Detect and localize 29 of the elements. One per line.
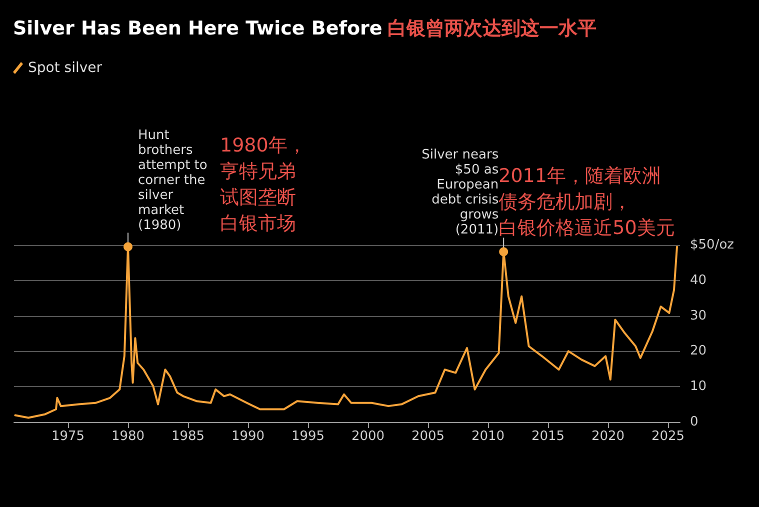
text: 试图垄断 [220,186,296,208]
y-tick-label: 40 [690,272,707,288]
text: 债务危机加剧， [498,191,632,214]
x-tick-label: 1985 [171,429,205,444]
x-tick-label: 1990 [231,429,265,444]
legend-label: Spot silver [28,60,102,76]
text: 白银市场 [220,212,296,234]
text: 白银价格逼近50美元 [498,217,675,240]
y-tick-label: 20 [690,344,707,359]
x-tick-label: 1975 [51,429,85,444]
chart-subtitle: 白银曾两次达到这一水平 [387,18,596,40]
x-tick-label: 1980 [111,429,145,444]
y-tick-label: $50/oz [690,238,734,252]
text: 1980年， [220,134,306,156]
y-tick-label: 10 [690,379,707,394]
x-tick-label: 2000 [351,429,385,444]
y-tick-label: 30 [690,308,707,324]
x-tick-label: 2020 [591,429,625,444]
annotation: Silver nears $50 as European debt crisis grows (2011) [422,148,499,238]
x-tick-label: 1995 [291,429,325,444]
text: 2011年，随着欧洲 [498,165,661,188]
y-tick-label: 0 [690,414,698,430]
x-tick-label: 2025 [651,429,685,444]
x-tick-label: 2015 [531,429,565,444]
x-tick-label: 2005 [411,429,445,444]
annotation: Hunt brothers attempt to corner the silver market (1980) [138,128,208,233]
text: 亨特兄弟 [220,160,296,182]
chart-title: Silver Has Been Here Twice Before [13,18,382,40]
x-tick-label: 2010 [471,429,505,444]
